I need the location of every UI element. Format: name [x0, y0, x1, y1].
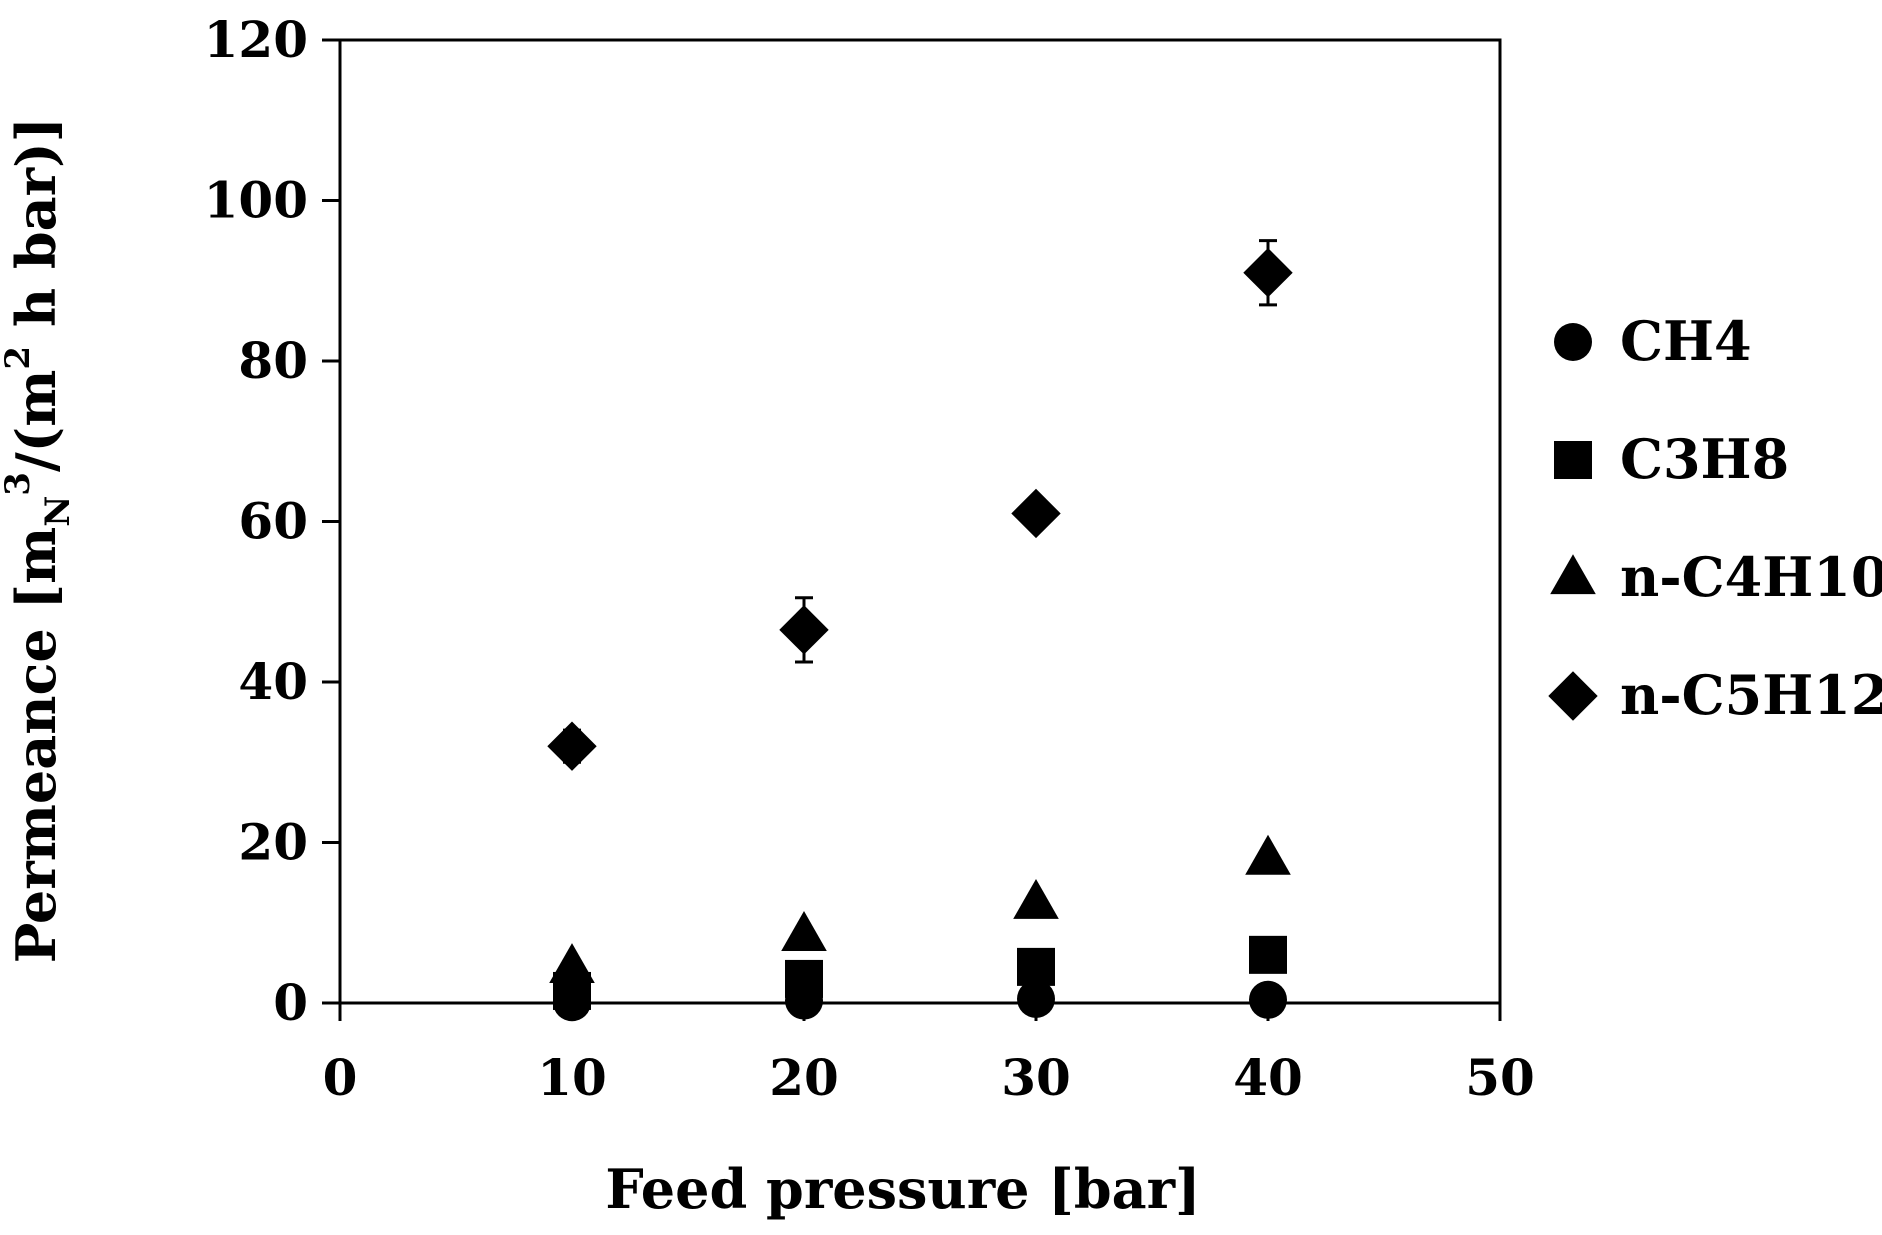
legend-label: n-C4H10	[1620, 545, 1882, 609]
y-tick-label: 0	[273, 973, 308, 1032]
data-point-circle	[1249, 980, 1287, 1019]
data-point-triangle	[781, 911, 827, 951]
legend-marker-circle	[1554, 323, 1592, 361]
x-tick-label: 40	[1233, 1048, 1303, 1107]
plot-frame	[338, 38, 1502, 1005]
data-point-diamond	[1011, 488, 1061, 539]
y-axis-title-part: Permeance [m	[4, 527, 68, 963]
y-axis-title-part: N	[38, 496, 78, 527]
y-axis-title-part: h bar)]	[4, 117, 68, 346]
legend-marker-square	[1554, 441, 1592, 479]
x-axis-title: Feed pressure [bar]	[605, 1157, 1200, 1221]
series-n-C4H10	[549, 834, 1291, 984]
legend-label: n-C5H12	[1620, 663, 1882, 727]
series-n-C5H12	[547, 239, 1293, 771]
data-point-square	[1017, 947, 1055, 986]
legend-item: C3H8	[1554, 427, 1789, 491]
y-tick-label: 80	[238, 331, 308, 390]
series-C3H8	[553, 935, 1287, 1010]
data-point-circle	[1017, 979, 1055, 1018]
legend-label: C3H8	[1620, 427, 1789, 491]
y-tick-label: 100	[204, 171, 308, 230]
data-point-triangle	[1245, 834, 1291, 875]
legend-item: n-C5H12	[1548, 663, 1882, 727]
data-point-square	[1249, 935, 1287, 974]
axes-layer: 0 20 40 60 80 100 120 0 10 20 30 40 50	[204, 10, 1535, 1107]
legend: CH4 C3H8 n-C4H10 n-C5H12	[1548, 309, 1882, 727]
y-axis-title-part: /(m	[4, 370, 68, 472]
y-axis-title-part: 2	[0, 346, 38, 370]
x-tick-label: 30	[1001, 1048, 1071, 1107]
y-tick-label: 60	[238, 492, 308, 551]
legend-marker-triangle	[1550, 554, 1596, 595]
x-tick-label: 10	[537, 1048, 607, 1107]
data-point-triangle	[549, 943, 595, 984]
data-point-triangle	[1013, 878, 1059, 919]
x-tick-label: 50	[1465, 1048, 1535, 1107]
y-axis-title-part: 3	[0, 472, 38, 496]
y-tick-label: 40	[238, 652, 308, 711]
data-point-diamond	[779, 605, 829, 655]
data-point-diamond	[1243, 248, 1293, 298]
series-CH4	[553, 979, 1287, 1022]
x-tick-label: 20	[769, 1048, 839, 1107]
legend-item: CH4	[1554, 309, 1752, 373]
legend-label: CH4	[1620, 309, 1752, 373]
legend-item: n-C4H10	[1550, 545, 1882, 609]
data-point-square	[785, 959, 823, 998]
data-point-diamond	[547, 721, 597, 771]
y-tick-label: 20	[238, 813, 308, 872]
x-tick-label: 0	[323, 1048, 358, 1107]
y-tick-label: 120	[204, 10, 308, 69]
legend-marker-diamond	[1548, 671, 1598, 721]
marks-layer	[547, 239, 1293, 1022]
y-axis-title: Permeance [mN3/(m2 h bar)]	[0, 117, 78, 963]
